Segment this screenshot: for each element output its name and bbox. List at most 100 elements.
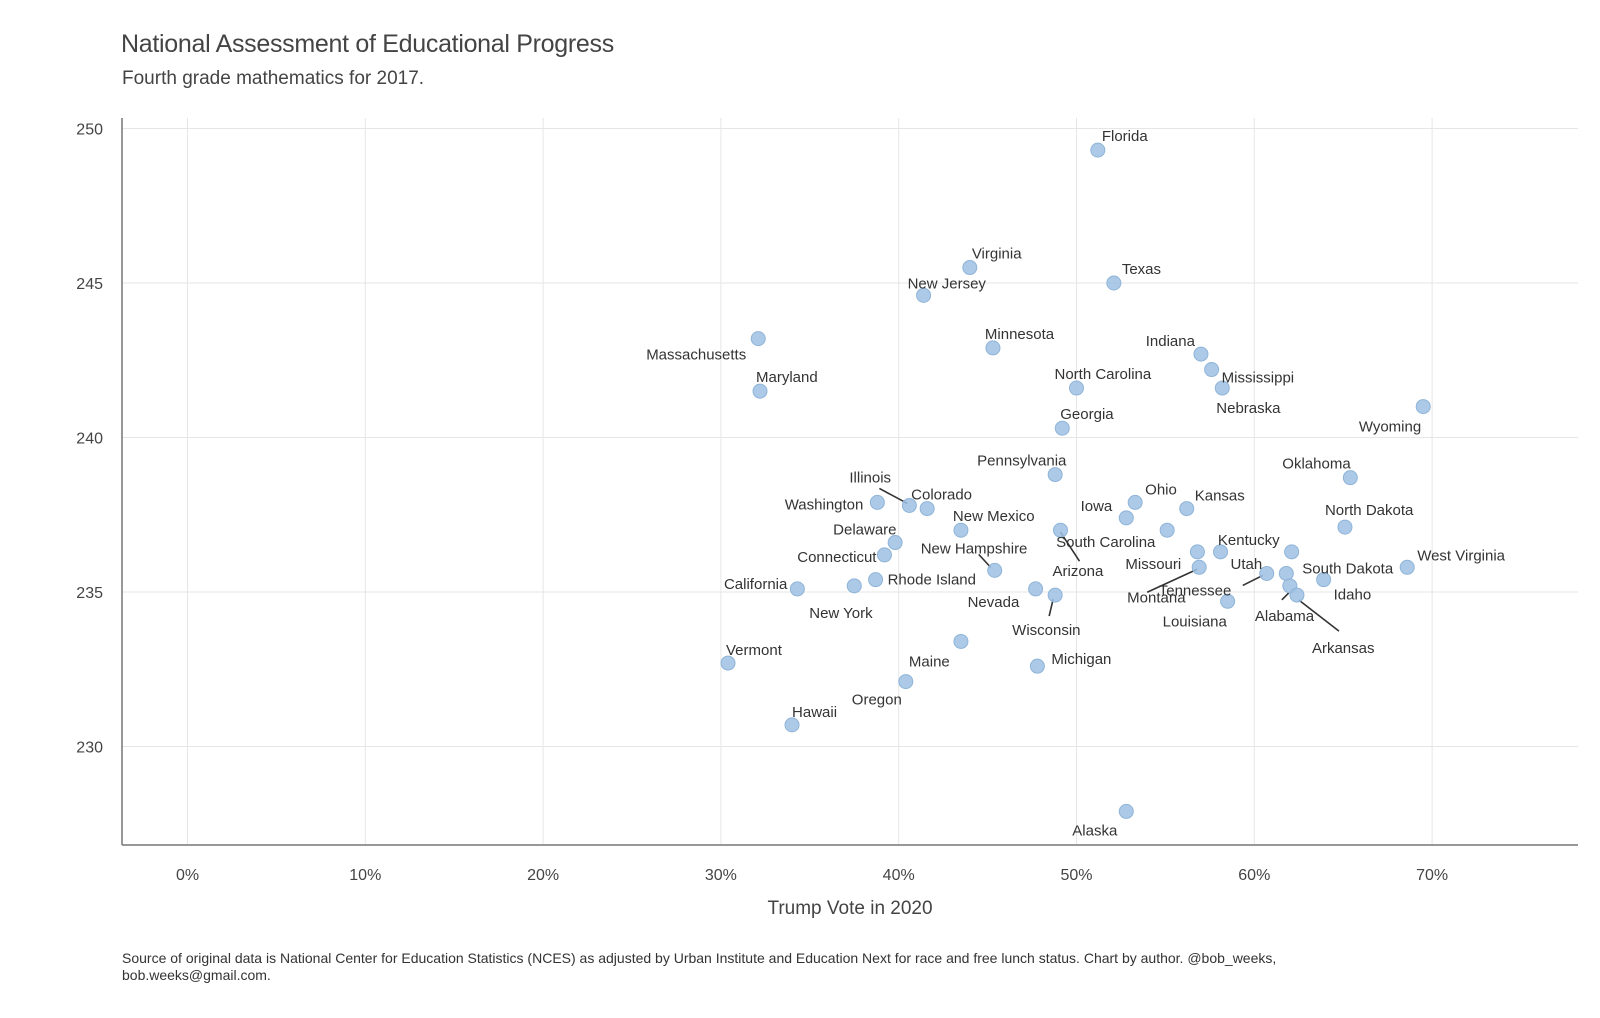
- point-label: Pennsylvania: [977, 453, 1067, 470]
- x-axis-title: Trump Vote in 2020: [767, 898, 932, 919]
- data-point: [1189, 544, 1205, 560]
- x-tick-label: 0%: [176, 867, 199, 884]
- point-label: Vermont: [726, 642, 783, 659]
- point-label: Oklahoma: [1282, 456, 1351, 473]
- data-point: [1106, 275, 1122, 291]
- point-label: New Mexico: [953, 508, 1035, 525]
- point-label: Connecticut: [797, 549, 877, 566]
- data-point: [846, 578, 862, 594]
- data-point: [868, 572, 884, 588]
- point-label: Utah: [1231, 556, 1263, 573]
- data-point: [1118, 510, 1134, 526]
- data-point: [1159, 522, 1175, 538]
- point-label: Idaho: [1334, 587, 1372, 604]
- data-point: [869, 494, 885, 510]
- data-point: [916, 287, 932, 303]
- data-point: [919, 501, 935, 517]
- chart-caption: Source of original data is National Cent…: [122, 950, 1277, 983]
- data-point: [953, 633, 969, 649]
- x-tick-label: 10%: [349, 867, 381, 884]
- x-tick-label: 70%: [1416, 867, 1448, 884]
- chart-title: National Assessment of Educational Progr…: [121, 30, 614, 58]
- point-label: Hawaii: [792, 704, 837, 721]
- data-point: [1342, 470, 1358, 486]
- data-point: [1284, 544, 1300, 560]
- data-point: [750, 331, 766, 347]
- chart-subtitle: Fourth grade mathematics for 2017.: [122, 68, 425, 89]
- point-label: Wyoming: [1359, 419, 1421, 436]
- point-label: Kentucky: [1218, 532, 1280, 549]
- data-point: [985, 340, 1001, 356]
- data-point: [1090, 142, 1106, 158]
- point-label: Michigan: [1051, 651, 1111, 668]
- leader-line: [1242, 574, 1264, 587]
- data-point: [1047, 467, 1063, 483]
- point-label: Tennessee: [1159, 582, 1232, 599]
- y-tick-label: 240: [76, 431, 103, 448]
- point-label: Iowa: [1081, 498, 1113, 515]
- x-tick-label: 40%: [883, 867, 915, 884]
- data-point: [1179, 501, 1195, 517]
- point-label: Massachusetts: [646, 347, 746, 364]
- point-label: Louisiana: [1163, 613, 1228, 630]
- point-label: Arkansas: [1312, 640, 1375, 657]
- data-point: [1415, 399, 1431, 415]
- point-label: Colorado: [911, 487, 972, 504]
- data-point: [1213, 544, 1229, 560]
- data-point: [1028, 581, 1044, 597]
- data-point: [987, 562, 1003, 578]
- data-point: [1052, 522, 1068, 538]
- point-label: Nevada: [968, 594, 1020, 611]
- point-label: South Carolina: [1056, 534, 1156, 551]
- point-label: Illinois: [849, 469, 891, 486]
- data-point: [1220, 593, 1236, 609]
- data-point: [1069, 380, 1084, 396]
- x-tick-label: 50%: [1060, 867, 1092, 884]
- leader-line: [1298, 599, 1340, 632]
- point-label: Arizona: [1052, 563, 1104, 580]
- leader-line: [1281, 592, 1290, 601]
- point-label: Kansas: [1195, 488, 1245, 505]
- point-label: Washington: [785, 496, 864, 513]
- point-label: Alaska: [1072, 822, 1118, 839]
- data-point: [1399, 559, 1415, 575]
- leader-line: [878, 487, 908, 505]
- y-tick-label: 230: [76, 740, 103, 757]
- data-point: [789, 581, 805, 597]
- point-label: Montana: [1127, 589, 1186, 606]
- data-point: [1259, 565, 1275, 581]
- data-point: [1054, 420, 1070, 436]
- data-point: [1214, 380, 1230, 396]
- point-label: Alabama: [1255, 608, 1315, 625]
- data-point: [1047, 587, 1063, 603]
- x-tick-label: 60%: [1238, 867, 1270, 884]
- data-point: [1204, 362, 1220, 378]
- data-point: [887, 535, 903, 551]
- data-point: [876, 547, 892, 563]
- data-point: [1193, 346, 1209, 362]
- point-label: California: [724, 576, 788, 593]
- point-label: Missouri: [1125, 556, 1181, 573]
- data-point: [962, 260, 978, 276]
- x-tick-label: 30%: [705, 867, 737, 884]
- data-point: [1316, 572, 1332, 588]
- y-tick-label: 245: [76, 276, 103, 293]
- point-label: Indiana: [1146, 333, 1196, 350]
- data-point: [1191, 559, 1207, 575]
- point-label: Maine: [909, 653, 950, 670]
- point-label: Minnesota: [985, 326, 1055, 343]
- data-point: [898, 674, 914, 690]
- point-label: North Dakota: [1325, 502, 1414, 519]
- point-label: West Virginia: [1417, 547, 1505, 564]
- point-label: Virginia: [972, 246, 1022, 263]
- point-label: Wisconsin: [1012, 622, 1080, 639]
- point-label: North Carolina: [1055, 366, 1152, 383]
- data-point: [720, 655, 736, 671]
- point-label: Oregon: [852, 692, 902, 709]
- data-point: [1289, 587, 1305, 603]
- data-point: [1278, 565, 1294, 581]
- data-point: [1029, 658, 1045, 674]
- point-label: Texas: [1122, 261, 1161, 278]
- point-label: Mississippi: [1222, 370, 1295, 387]
- data-point: [953, 522, 969, 538]
